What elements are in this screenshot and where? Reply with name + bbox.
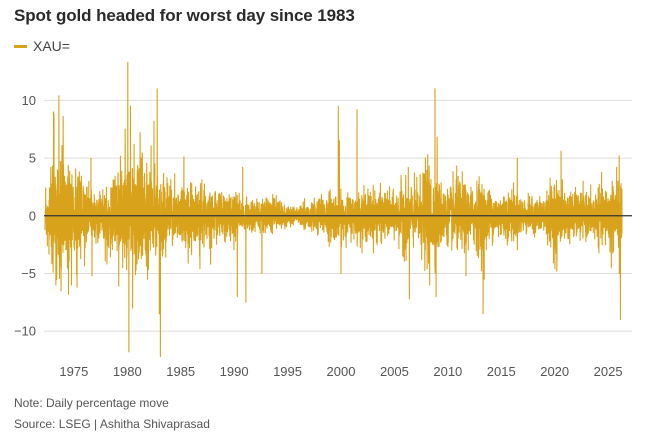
x-tick-label: 2010: [433, 364, 462, 379]
legend-label: XAU=: [33, 38, 70, 54]
x-tick-label: 1995: [273, 364, 302, 379]
x-tick-label: 2025: [594, 364, 623, 379]
x-tick-label: 2005: [380, 364, 409, 379]
chart-note: Note: Daily percentage move: [14, 396, 169, 410]
y-tick-label: −5: [21, 266, 36, 281]
x-tick-label: 1990: [220, 364, 249, 379]
y-tick-label: −10: [14, 324, 36, 339]
x-tick-label: 2000: [327, 364, 356, 379]
x-tick-label: 1980: [113, 364, 142, 379]
x-tick-label: 2020: [540, 364, 569, 379]
y-tick-label: 10: [22, 93, 36, 108]
chart-source: Source: LSEG | Ashitha Shivaprasad: [14, 417, 210, 431]
y-tick-label: 5: [29, 151, 36, 166]
chart-title: Spot gold headed for worst day since 198…: [14, 6, 355, 25]
legend-swatch: [14, 44, 27, 48]
x-tick-label: 1985: [166, 364, 195, 379]
x-tick-label: 1975: [59, 364, 88, 379]
series-line-xau: [44, 61, 623, 358]
x-tick-label: 2015: [487, 364, 516, 379]
legend: XAU=: [14, 38, 70, 54]
y-tick-label: 0: [29, 208, 36, 223]
